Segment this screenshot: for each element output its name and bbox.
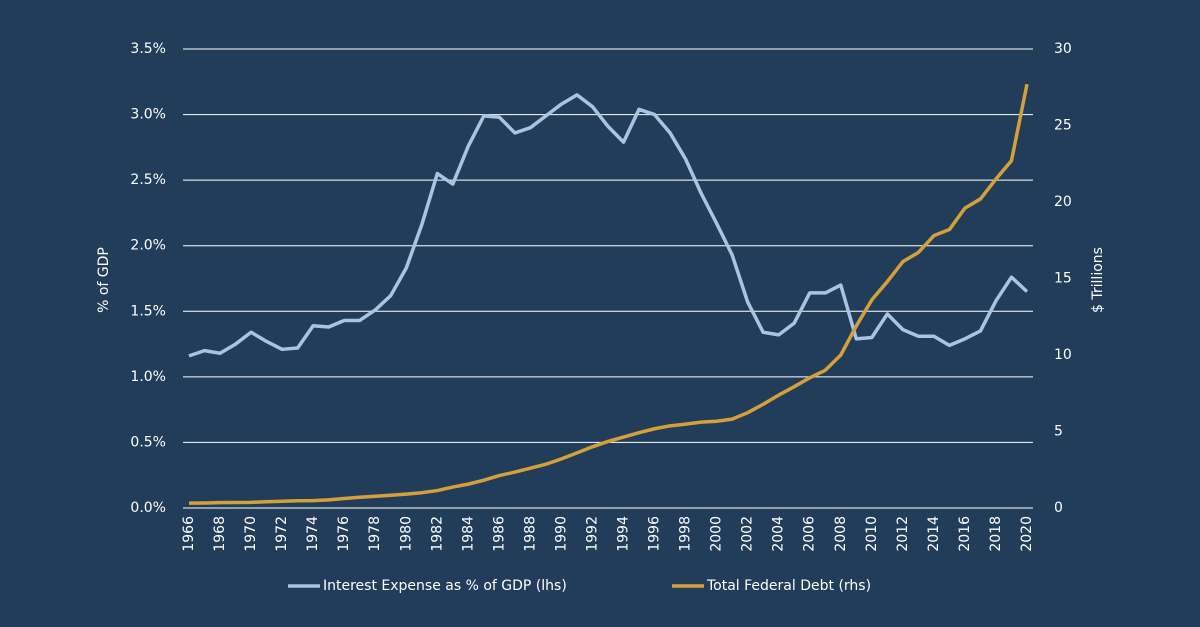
x-tick-label: 1976 (336, 516, 352, 552)
x-tick-label: 2002 (740, 516, 756, 552)
y2-tick-label: 25 (1054, 118, 1072, 134)
x-tick-label: 1980 (398, 516, 414, 552)
x-tick-label: 2014 (926, 516, 942, 552)
series-line (188, 93, 1029, 358)
y2-tick-label: 30 (1054, 41, 1072, 57)
x-tick-label: 2006 (802, 516, 818, 552)
x-tick-label: 1990 (553, 516, 569, 552)
x-tick-label: 1984 (460, 516, 476, 552)
y-tick-label: 3.0% (130, 107, 166, 123)
y2-tick-label: 0 (1054, 500, 1063, 516)
x-tick-label: 2016 (957, 516, 973, 552)
y-axis-title: % of GDP (96, 247, 112, 313)
x-tick-label: 2010 (864, 516, 880, 552)
legend-label: Total Federal Debt (rhs) (706, 578, 871, 594)
x-tick-label: 2008 (833, 516, 849, 552)
y2-tick-label: 20 (1054, 194, 1072, 210)
y2-tick-label: 15 (1054, 271, 1072, 287)
x-tick-label: 2018 (988, 516, 1004, 552)
x-tick-label: 1978 (367, 516, 383, 552)
x-tick-label: 2012 (895, 516, 911, 552)
y-tick-label: 2.5% (130, 172, 166, 188)
x-tick-label: 1998 (678, 516, 694, 552)
x-tick-label: 1968 (212, 516, 228, 552)
y2-axis-title: $ Trillions (1090, 247, 1106, 313)
legend-label: Interest Expense as % of GDP (lhs) (323, 578, 567, 594)
y-tick-label: 0.0% (130, 500, 166, 516)
x-tick-label: 2004 (771, 516, 787, 552)
x-tick-label: 1996 (647, 516, 663, 552)
x-tick-label: 2020 (1019, 516, 1035, 552)
y-tick-label: 3.5% (130, 41, 166, 57)
y2-tick-label: 5 (1054, 424, 1063, 440)
y-tick-label: 2.0% (130, 238, 166, 254)
x-tick-label: 2000 (709, 516, 725, 552)
x-tick-label: 1992 (584, 516, 600, 552)
x-tick-label: 1972 (274, 516, 290, 552)
y-tick-label: 0.5% (130, 434, 166, 450)
series-line (188, 83, 1029, 505)
x-tick-label: 1974 (305, 516, 321, 552)
y-tick-label: 1.0% (130, 369, 166, 385)
x-tick-label: 1966 (181, 516, 197, 552)
y-tick-label: 1.5% (130, 303, 166, 319)
y2-tick-label: 10 (1054, 347, 1072, 363)
x-tick-label: 1982 (429, 516, 445, 552)
x-tick-label: 1970 (243, 516, 259, 552)
x-tick-label: 1986 (491, 516, 507, 552)
x-tick-label: 1994 (616, 516, 632, 552)
x-tick-label: 1988 (522, 516, 538, 552)
